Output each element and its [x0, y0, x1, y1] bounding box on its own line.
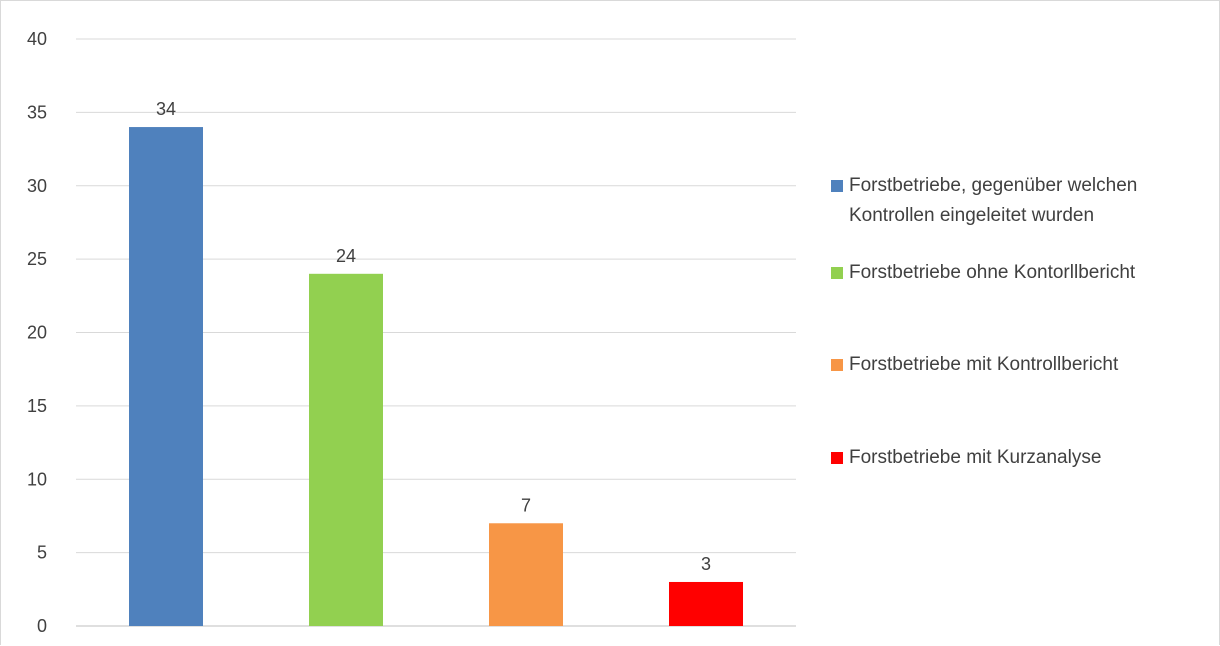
data-labels: 34 24 7 3 [156, 99, 711, 574]
y-axis-ticks: 0 5 10 15 20 25 30 35 40 [27, 29, 47, 636]
legend-swatch-1 [831, 180, 843, 192]
bar-1 [129, 127, 203, 627]
data-label-2: 24 [336, 246, 356, 266]
data-label-4: 3 [701, 554, 711, 574]
data-label-1: 34 [156, 99, 176, 119]
bar-3 [489, 523, 563, 626]
y-tick-label-15: 15 [27, 396, 47, 416]
legend-label-1: Forstbetriebe, gegenüber welchen Kontrol… [849, 175, 1138, 226]
y-tick-label-0: 0 [37, 616, 47, 636]
legend-item-1: Forstbetriebe, gegenüber welchen Kontrol… [831, 171, 1189, 231]
legend-swatch-2 [831, 267, 843, 279]
y-tick-label-20: 20 [27, 323, 47, 343]
bar-4 [669, 581, 743, 626]
data-label-3: 7 [521, 495, 531, 515]
legend-label-2: Forstbetriebe ohne Kontorllbericht [849, 262, 1136, 283]
bar-2 [309, 273, 383, 626]
y-tick-label-5: 5 [37, 543, 47, 563]
bars [129, 127, 743, 627]
y-tick-label-10: 10 [27, 469, 47, 489]
y-tick-label-25: 25 [27, 249, 47, 269]
legend-item-3: Forstbetriebe mit Kontrollbericht [831, 350, 1189, 380]
y-tick-label-30: 30 [27, 176, 47, 196]
y-tick-label-40: 40 [27, 29, 47, 49]
legend-item-4: Forstbetriebe mit Kurzanalyse [831, 443, 1189, 473]
legend-item-2: Forstbetriebe ohne Kontorllbericht [831, 258, 1189, 288]
legend-swatch-4 [831, 452, 843, 464]
legend-label-3: Forstbetriebe mit Kontrollbericht [849, 354, 1119, 375]
y-tick-label-35: 35 [27, 102, 47, 122]
legend-label-4: Forstbetriebe mit Kurzanalyse [849, 447, 1102, 468]
legend-swatch-3 [831, 359, 843, 371]
